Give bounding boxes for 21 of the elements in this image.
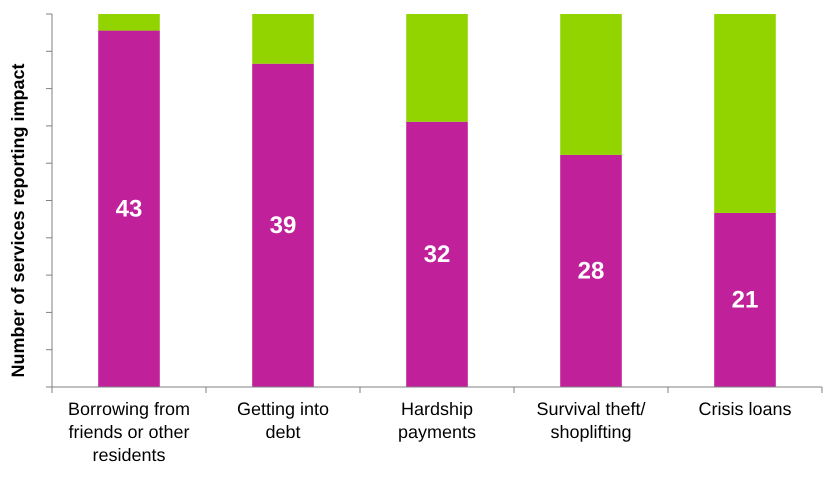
bar	[252, 64, 314, 387]
bar	[714, 14, 776, 213]
bar	[98, 30, 160, 387]
bar	[252, 14, 314, 64]
x-tick-label: Getting into debt	[236, 399, 330, 442]
bar	[560, 154, 622, 387]
bar	[406, 122, 468, 387]
data-label: 43	[116, 195, 142, 222]
data-label: 21	[732, 286, 758, 314]
bar	[714, 212, 776, 387]
data-label: 28	[578, 257, 604, 284]
bar	[406, 14, 468, 122]
bar	[560, 14, 622, 155]
x-tick-label: Borrowing from friends or other residents	[68, 399, 190, 465]
x-tick-label: Crisis loans	[698, 399, 792, 419]
bar	[98, 14, 160, 31]
x-tick-label: Survival theft/shoplifting	[536, 399, 646, 442]
data-label: 39	[270, 212, 296, 239]
data-label: 32	[424, 240, 450, 268]
y-axis-title: Number of services reporting impact	[8, 63, 28, 378]
x-tick-label: Hardship payments	[398, 399, 476, 442]
